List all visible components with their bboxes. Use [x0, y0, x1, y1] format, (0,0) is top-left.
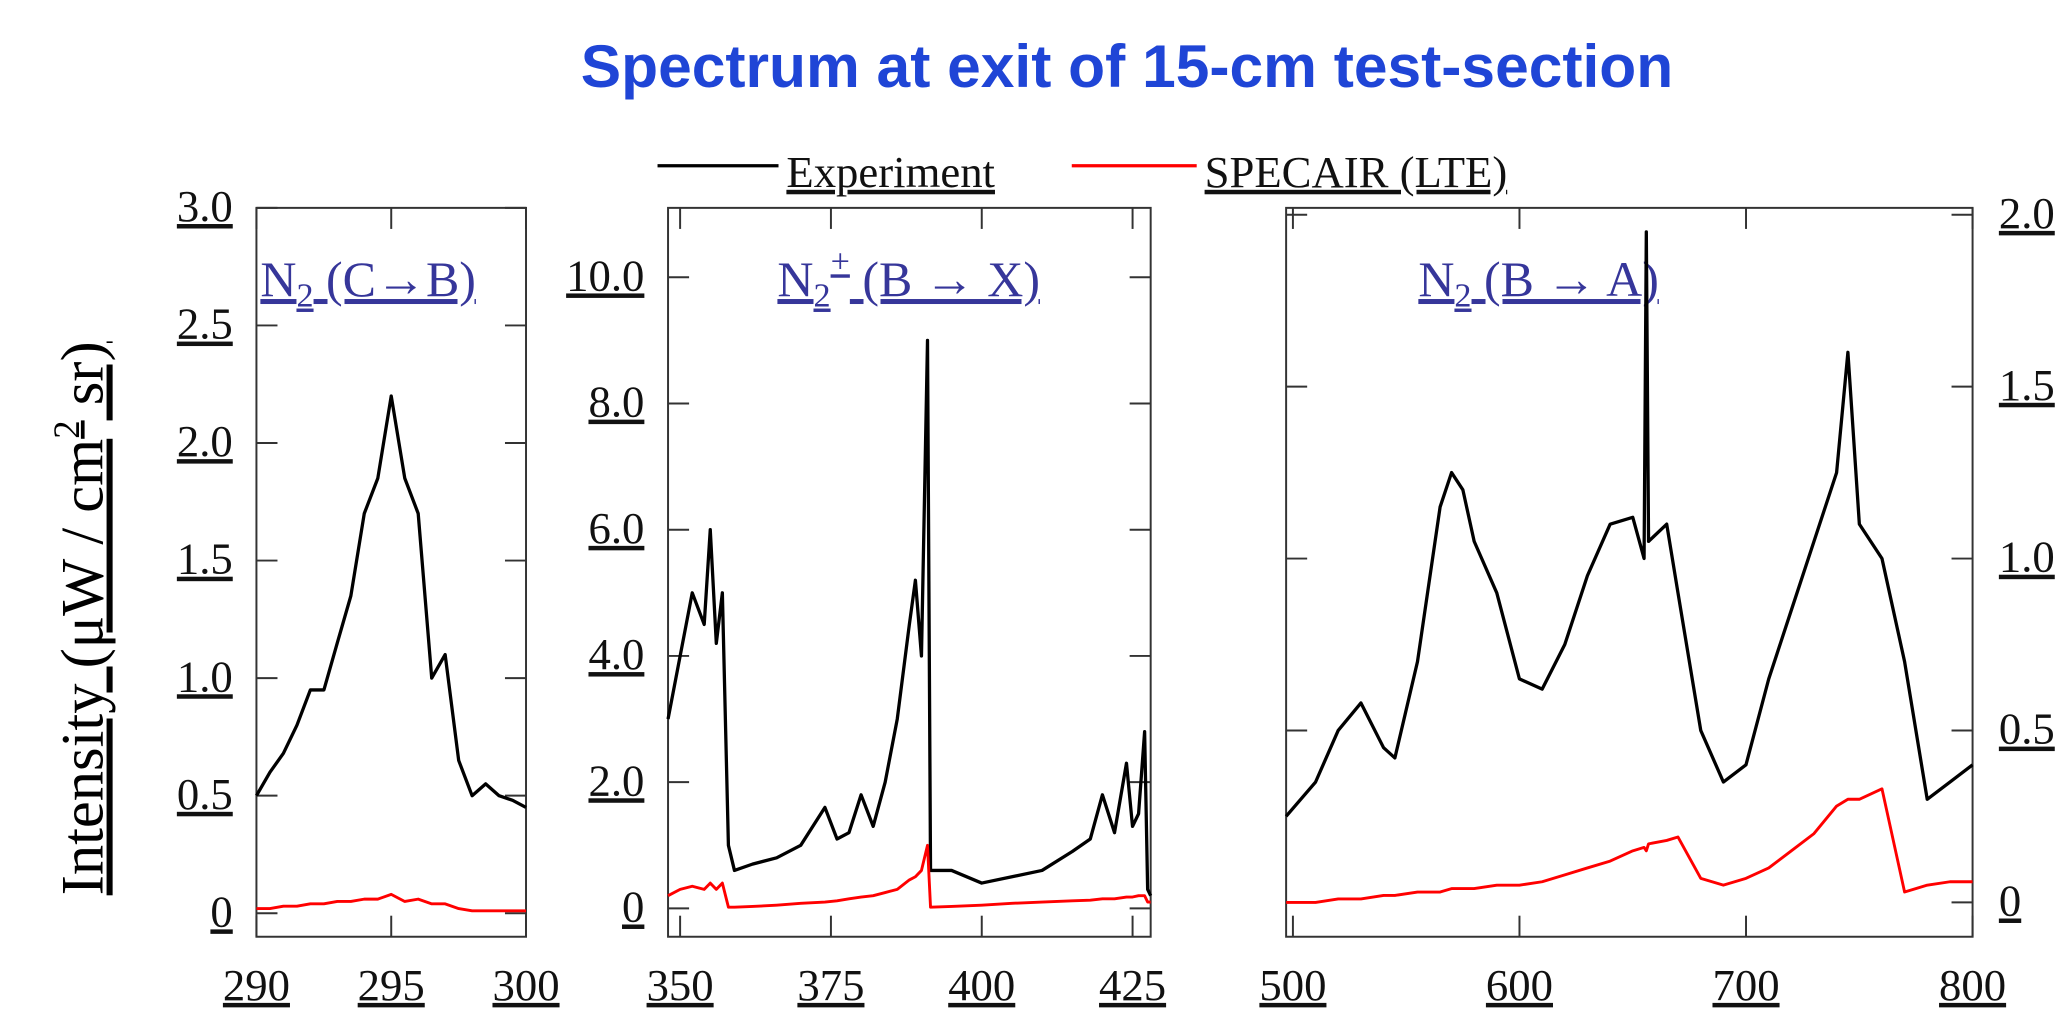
y-tick-label: 6.0 [588, 503, 644, 553]
panel-label-rest: (C→B) [314, 251, 476, 307]
y-tick-label: 1.0 [1999, 532, 2055, 582]
chart-title: Spectrum at exit of 15-cm test-section [581, 32, 1673, 100]
panel-label-sub: 2 [814, 278, 831, 315]
panel-label: N2 (B → A) [1418, 251, 1659, 315]
x-tick-label: 300 [492, 960, 559, 1010]
y-axis-label: Intensity (μW / cm2 sr) [46, 341, 117, 895]
panel-label-sub: 2 [296, 278, 313, 315]
plot-frame [1285, 206, 1974, 938]
x-tick-label: 500 [1259, 960, 1326, 1010]
x-tick-label: 375 [797, 960, 864, 1010]
y-label-rest: sr) [50, 341, 117, 420]
x-tick-label: 290 [223, 960, 290, 1010]
legend-label: SPECAIR (LTE) [1205, 147, 1508, 197]
panel-label-sup: + [831, 243, 850, 280]
panel-label-sub: 2 [1454, 278, 1471, 315]
y-tick-label: 8.0 [588, 377, 644, 427]
series-line [666, 338, 1153, 897]
panel-label: N2+ (B → X) [777, 243, 1040, 314]
y-tick-label: 2.0 [177, 416, 233, 466]
y-tick-label: 1.0 [177, 651, 233, 701]
y-tick-label: 0 [622, 881, 644, 931]
y-tick-label: 2.0 [588, 755, 644, 805]
panel-label-base: N [1418, 251, 1454, 307]
y-label-text: Intensity (μW / cm [50, 439, 117, 896]
panel-label: N2 (C→B) [260, 251, 476, 315]
x-tick-label: 295 [358, 960, 425, 1010]
y-tick-label: 2.5 [177, 299, 233, 349]
x-tick-label: 400 [948, 960, 1015, 1010]
y-tick-label: 1.5 [177, 534, 233, 584]
y-tick-label: 0 [1999, 876, 2021, 926]
y-tick-label: 2.0 [1999, 188, 2055, 238]
x-tick-label: 700 [1712, 960, 1779, 1010]
x-tick-label: 350 [647, 960, 714, 1010]
plot-frame [255, 206, 528, 938]
panel-label-base: N [777, 251, 813, 307]
y-tick-label: 1.5 [1999, 360, 2055, 410]
y-label-sup: 2 [46, 420, 87, 438]
x-tick-label: 425 [1099, 960, 1166, 1010]
series-line [1286, 787, 1973, 904]
panel-label-rest: (B → X) [850, 251, 1040, 307]
series-line [667, 843, 1151, 909]
y-tick-label: 0.5 [1999, 704, 2055, 754]
plot-frame [667, 206, 1152, 938]
y-tick-label: 0.5 [177, 769, 233, 819]
y-tick-label: 10.0 [566, 250, 644, 300]
series-line [256, 892, 527, 913]
panel-label-rest: (B → A) [1472, 251, 1659, 307]
x-tick-label: 800 [1939, 960, 2006, 1010]
series-line [1284, 230, 1974, 818]
y-tick-label: 4.0 [588, 629, 644, 679]
legend-label: Experiment [786, 147, 995, 197]
panel-label-base: N [260, 251, 296, 307]
y-tick-label: 0 [210, 886, 232, 936]
y-tick-label: 3.0 [177, 181, 233, 231]
x-tick-label: 600 [1486, 960, 1553, 1010]
series-line [255, 394, 527, 809]
